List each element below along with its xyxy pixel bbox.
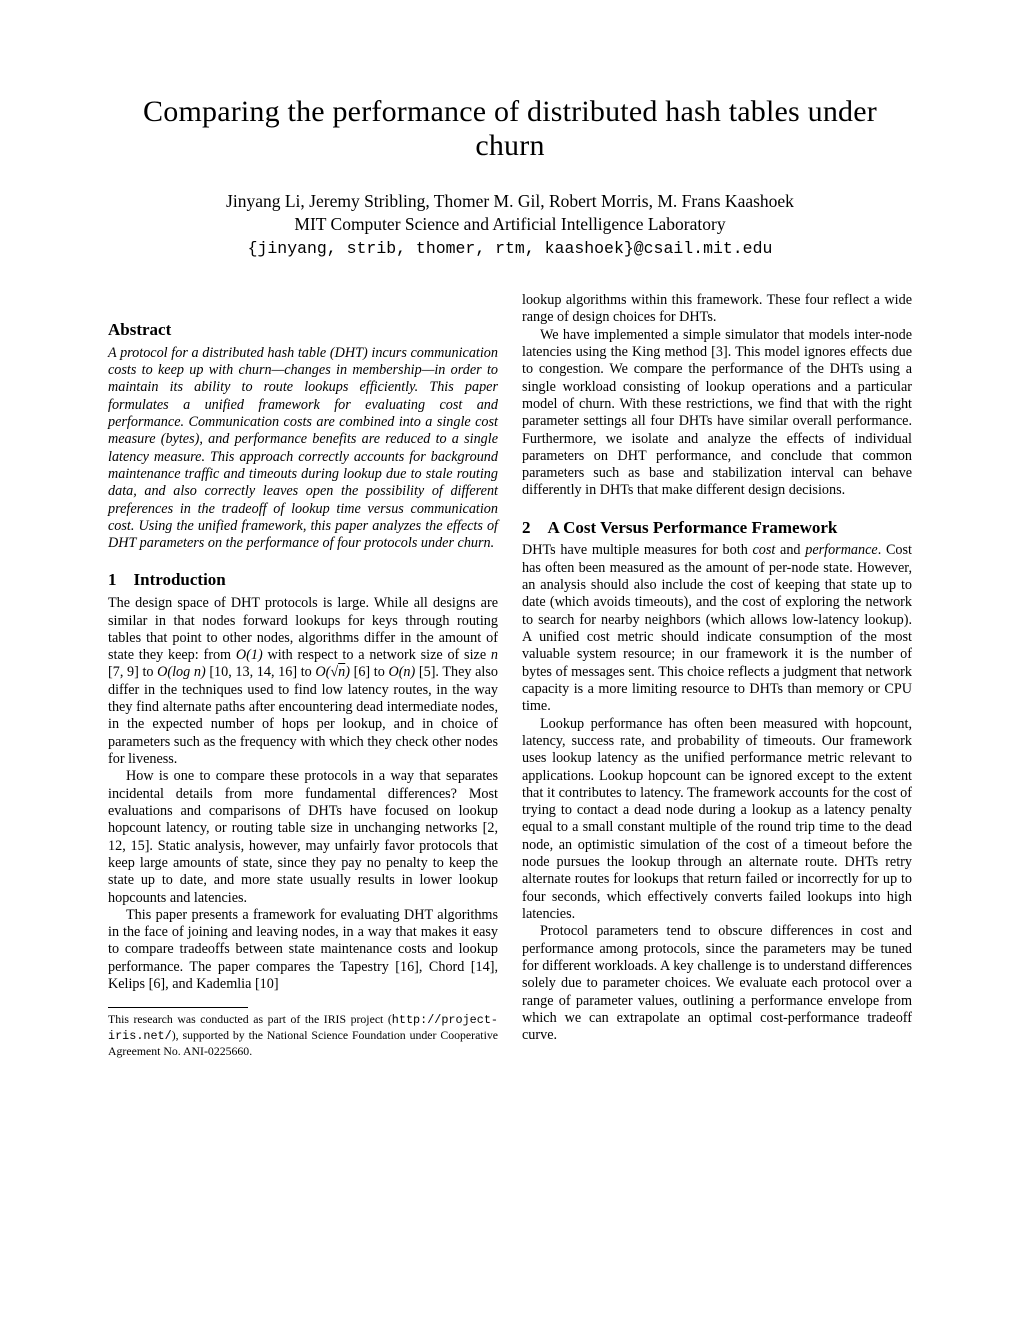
section-2-heading: 2 A Cost Versus Performance Framework <box>522 518 912 539</box>
s1-refs-2: [10, 13, 14, 16] to <box>206 664 316 680</box>
s1-p1-b: with respect to a network size of size <box>263 647 491 663</box>
big-o-1: O(1) <box>236 647 263 663</box>
var-n: n <box>491 647 498 663</box>
paper-page: Comparing the performance of distributed… <box>0 0 1020 1320</box>
section-2-para-2: Lookup performance has often been measur… <box>522 716 912 924</box>
author-emails: {jinyang, strib, thomer, rtm, kaashoek}@… <box>108 239 912 258</box>
section-1-para-3: This paper presents a framework for eval… <box>108 907 498 994</box>
big-o-n: O(n) <box>388 664 415 680</box>
section-1-para-1: The design space of DHT protocols is lar… <box>108 595 498 768</box>
s1-refs-3: [6] to <box>350 664 388 680</box>
footnote-separator <box>108 1007 248 1008</box>
cost-italic: cost <box>752 542 775 558</box>
footnote-a: This research was conducted as part of t… <box>108 1012 392 1026</box>
affiliation: MIT Computer Science and Artificial Inte… <box>108 214 912 235</box>
big-o-logn: O(log n) <box>157 664 206 680</box>
abstract-body: A protocol for a distributed hash table … <box>108 345 498 553</box>
paper-title: Comparing the performance of distributed… <box>108 95 912 163</box>
big-o-sqrtn-pre: O(√ <box>315 664 338 680</box>
s2-p1-b: and <box>775 542 805 558</box>
section-2-para-3: Protocol parameters tend to obscure diff… <box>522 923 912 1044</box>
footnote-text: This research was conducted as part of t… <box>108 1012 498 1058</box>
performance-italic: performance <box>805 542 878 558</box>
footnote-block: This research was conducted as part of t… <box>108 1007 498 1058</box>
section-2-para-1: DHTs have multiple measures for both cos… <box>522 542 912 715</box>
body-columns: Abstract A protocol for a distributed ha… <box>108 292 912 1059</box>
author-list: Jinyang Li, Jeremy Stribling, Thomer M. … <box>108 191 912 212</box>
col2-para-1: We have implemented a simple simulator t… <box>522 327 912 500</box>
abstract-heading: Abstract <box>108 320 498 341</box>
s2-p1-c: . Cost has often been measured as the am… <box>522 542 912 714</box>
section-1-para-2: How is one to compare these protocols in… <box>108 768 498 907</box>
section-1-heading: 1 Introduction <box>108 570 498 591</box>
s2-p1-a: DHTs have multiple measures for both <box>522 542 752 558</box>
s1-refs-1: [7, 9] to <box>108 664 157 680</box>
col2-continuation: lookup algorithms within this framework.… <box>522 292 912 327</box>
